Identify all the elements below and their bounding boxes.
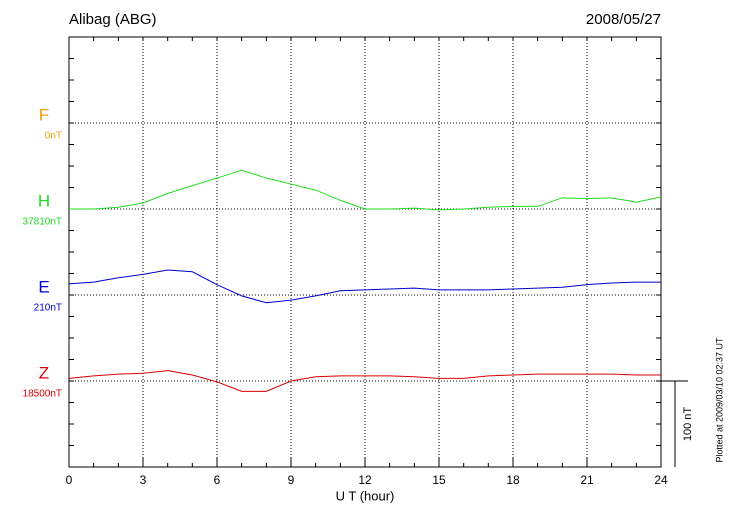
- x-tick-label: 12: [358, 473, 372, 487]
- x-tick-label: 24: [654, 473, 668, 487]
- x-tick-label: 21: [580, 473, 594, 487]
- x-tick-label: 6: [214, 473, 221, 487]
- plot-frame: [68, 36, 662, 468]
- x-tick-label: 15: [432, 473, 446, 487]
- x-tick-label: 0: [66, 473, 73, 487]
- series-name: F: [39, 105, 49, 124]
- baseline-label: 0nT: [45, 131, 62, 142]
- series-name: Z: [39, 363, 49, 382]
- scale-bar-label: 100 nT: [682, 407, 694, 442]
- x-tick-label: 3: [140, 473, 147, 487]
- chart-title: Alibag (ABG): [69, 11, 157, 28]
- series-name: E: [38, 277, 49, 296]
- series-line: [68, 370, 661, 392]
- baseline-label: 37810nT: [23, 217, 62, 228]
- x-tick-label: 9: [288, 473, 295, 487]
- series-name: H: [38, 191, 50, 210]
- baseline-label: 18500nT: [23, 389, 62, 400]
- series-line: [68, 269, 661, 304]
- baseline-label: 210nT: [34, 303, 62, 314]
- x-tick-label: 18: [506, 473, 520, 487]
- x-axis-label: U T (hour): [336, 488, 395, 503]
- date: 2008/05/27: [586, 11, 661, 28]
- series-line: [69, 169, 662, 211]
- footer: Plotted at 2009/03/10 02:37 UT: [714, 337, 724, 463]
